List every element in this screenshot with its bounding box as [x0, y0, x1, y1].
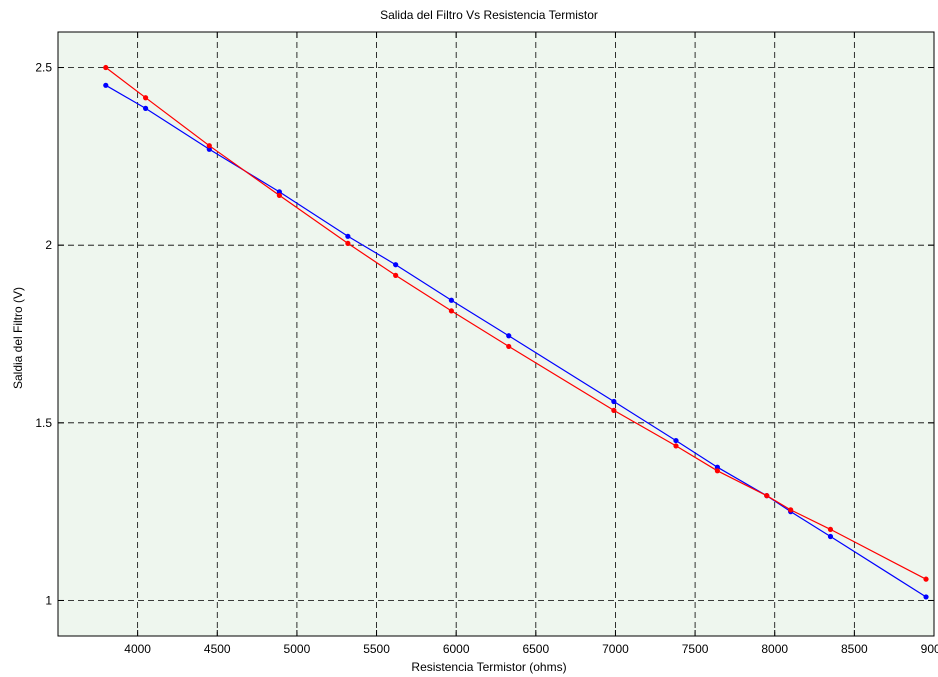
data-point	[276, 192, 282, 199]
tick-labels: 4000 4500 5000 5500 6000 6500 7000 7500 8000 8500…	[35, 61, 938, 656]
y-tick-label: 2	[45, 238, 52, 252]
chart-title: Salida del Filtro Vs Resistencia Termist…	[380, 8, 598, 22]
data-point	[393, 272, 399, 278]
data-point	[673, 437, 679, 444]
x-tick-label: 9000	[921, 642, 938, 656]
data-point	[923, 576, 929, 582]
x-tick-label: 8000	[761, 642, 788, 656]
data-point	[345, 233, 351, 239]
y-tick-label: 2.5	[35, 61, 52, 75]
data-point	[276, 189, 282, 195]
data-point	[448, 297, 455, 303]
data-point	[788, 507, 794, 513]
x-tick-label: 7000	[602, 642, 629, 656]
data-point	[206, 146, 212, 152]
x-tick-label: 6500	[522, 642, 549, 656]
data-point	[714, 468, 720, 474]
x-tick-label: 8500	[841, 642, 868, 656]
x-tick-label: 7500	[682, 642, 709, 656]
x-tick-label: 6000	[443, 642, 470, 656]
data-point	[506, 333, 512, 339]
data-point	[103, 64, 109, 71]
x-tick-label: 4500	[204, 642, 231, 656]
y-tick-label: 1	[45, 593, 52, 607]
data-point	[827, 526, 834, 533]
data-point	[923, 594, 929, 600]
data-point	[103, 82, 109, 88]
data-point	[345, 240, 351, 246]
plot-frame	[57, 31, 935, 637]
y-axis-label: Saldia del Filtro (V)	[11, 287, 25, 389]
series-2	[103, 64, 929, 582]
x-tick-label: 4000	[124, 642, 151, 656]
data-point	[673, 443, 679, 449]
data-point	[506, 343, 512, 350]
data-point	[764, 493, 770, 499]
data-point	[143, 95, 149, 101]
data-point	[393, 262, 399, 268]
series-1	[103, 82, 929, 600]
data-point	[611, 398, 617, 405]
data-point	[143, 105, 149, 111]
plot-area	[58, 32, 934, 636]
x-tick-label: 5500	[363, 642, 390, 656]
data-point	[827, 533, 834, 540]
axis-ticks	[58, 32, 935, 636]
x-axis-label: Resistencia Termistor (ohms)	[411, 660, 566, 674]
data-point	[448, 308, 455, 314]
data-point	[206, 143, 212, 149]
series-layer	[103, 64, 929, 600]
data-point	[611, 407, 617, 413]
data-point	[714, 464, 720, 470]
y-tick-label: 1.5	[35, 416, 52, 430]
x-tick-label: 5000	[284, 642, 311, 656]
